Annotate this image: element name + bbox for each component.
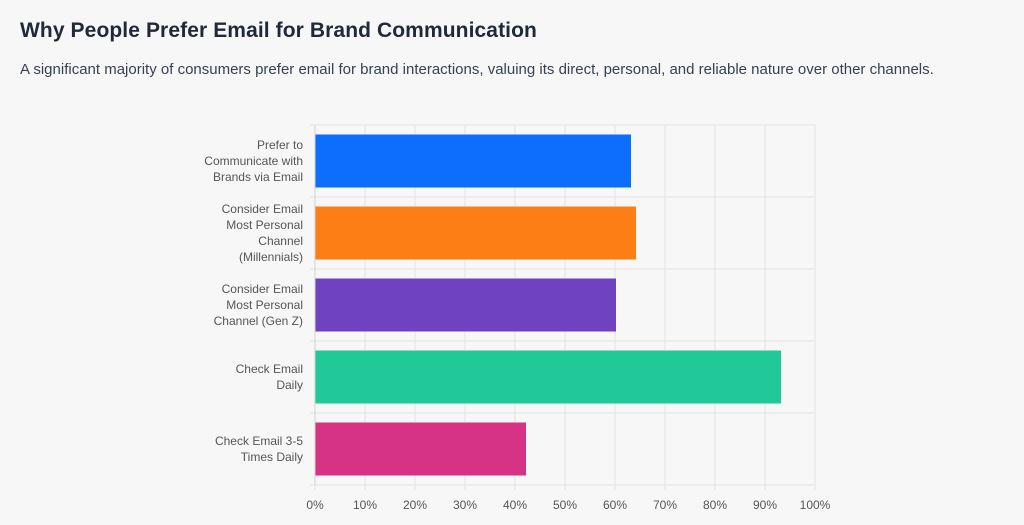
bar[interactable] xyxy=(315,134,631,188)
bar[interactable] xyxy=(315,278,616,332)
x-tick-label: 90% xyxy=(753,498,777,512)
x-tick-label: 30% xyxy=(453,498,477,512)
x-tick-label: 0% xyxy=(306,498,324,512)
category-label-line: Times Daily xyxy=(241,450,303,464)
page-title: Why People Prefer Email for Brand Commun… xyxy=(20,19,537,42)
x-tick-label: 10% xyxy=(353,498,377,512)
category-label-line: Communicate with xyxy=(204,154,303,168)
category-label-line: Check Email 3-5 xyxy=(215,434,303,448)
y-axis: Prefer to Communicate with Brands via Emai… xyxy=(204,138,303,464)
category-label: Consider Email Most Personal Channel (Mille… xyxy=(222,202,303,264)
x-tick-label: 70% xyxy=(653,498,677,512)
category-label: Prefer to Communicate with Brands via Emai… xyxy=(204,138,303,184)
category-label-line: Most Personal xyxy=(226,218,303,232)
category-label-line: Channel xyxy=(258,234,303,248)
category-label: Check Email 3-5 Times Daily xyxy=(215,434,303,464)
x-tick-label: 60% xyxy=(603,498,627,512)
category-label-line: Channel (Gen Z) xyxy=(214,314,303,328)
category-label-line: Prefer to xyxy=(257,138,303,152)
x-tick-label: 80% xyxy=(703,498,727,512)
x-tick-label: 20% xyxy=(403,498,427,512)
x-tick-label: 100% xyxy=(800,498,831,512)
x-tick-label: 50% xyxy=(553,498,577,512)
bar[interactable] xyxy=(315,206,636,260)
category-label-line: Consider Email xyxy=(222,202,303,216)
category-label-line: (Millennials) xyxy=(239,250,303,264)
category-label: Consider Email Most Personal Channel (Gen … xyxy=(214,282,303,328)
bar[interactable] xyxy=(315,422,526,476)
x-tick-label: 40% xyxy=(503,498,527,512)
category-label-line: Brands via Email xyxy=(213,170,303,184)
category-label-line: Most Personal xyxy=(226,298,303,312)
category-label-line: Daily xyxy=(276,378,303,392)
category-label-line: Consider Email xyxy=(222,282,303,296)
bars xyxy=(315,134,781,476)
category-label-line: Check Email xyxy=(236,362,303,376)
x-axis: 0% 10% 20% 30% 40% 50% 60% 70% 80% 90% 100% xyxy=(306,125,831,512)
page-subtitle: A significant majority of consumers pref… xyxy=(20,61,934,78)
category-label: Check Email Daily xyxy=(236,362,303,392)
bar[interactable] xyxy=(315,350,781,404)
